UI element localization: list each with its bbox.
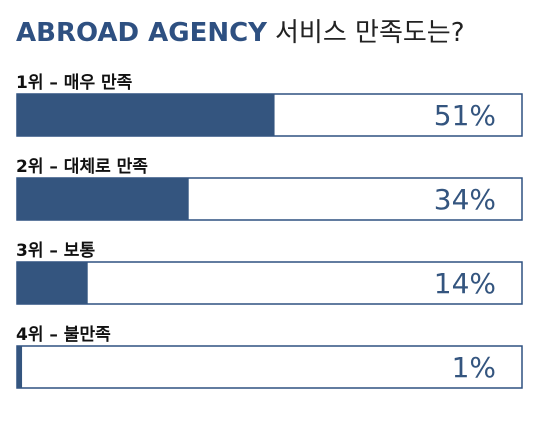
bar-track (16, 345, 523, 389)
bar (17, 346, 23, 388)
bar (17, 94, 275, 136)
value-label: 34% (434, 183, 496, 216)
bar (17, 178, 189, 220)
bar (17, 262, 88, 304)
title-brand: ABROAD AGENCY (16, 18, 268, 48)
value-label: 14% (434, 267, 496, 300)
category-label: 4위 – 불만족 (16, 325, 111, 345)
title-text: 서비스 만족도는? (275, 18, 465, 48)
value-label: 51% (434, 99, 496, 132)
category-label: 1위 – 매우 만족 (16, 73, 133, 93)
category-label: 3위 – 보통 (16, 241, 95, 261)
bar-track (16, 261, 523, 305)
category-label: 2위 – 대체로 만족 (16, 157, 148, 177)
chart-title: ABROAD AGENCY 서비스 만족도는? (16, 18, 465, 48)
value-label: 1% (452, 351, 496, 384)
